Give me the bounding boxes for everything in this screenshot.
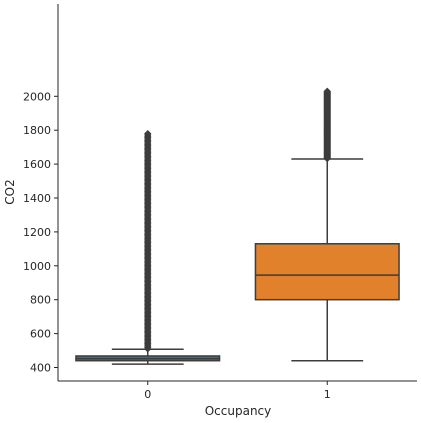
outlier-point — [144, 129, 152, 138]
y-tick-label: 2000 — [23, 90, 51, 103]
y-tick-label: 1600 — [23, 158, 51, 171]
x-axis-label: Occupancy — [205, 404, 272, 418]
outlier-point — [323, 87, 331, 95]
y-axis-label: CO2 — [3, 179, 17, 204]
y-tick-label: 1200 — [23, 226, 51, 239]
y-tick-label: 400 — [30, 362, 51, 375]
box-group-1 — [254, 87, 400, 362]
iqr-box — [254, 243, 400, 301]
x-tick-label: 0 — [144, 388, 151, 401]
box-group-0 — [75, 129, 221, 365]
y-tick-label: 1000 — [23, 260, 51, 273]
x-tick-label: 1 — [324, 388, 331, 401]
y-tick-label: 800 — [30, 294, 51, 307]
y-tick-label: 1400 — [23, 192, 51, 205]
y-tick-label: 600 — [30, 328, 51, 341]
y-tick-label: 1800 — [23, 124, 51, 137]
